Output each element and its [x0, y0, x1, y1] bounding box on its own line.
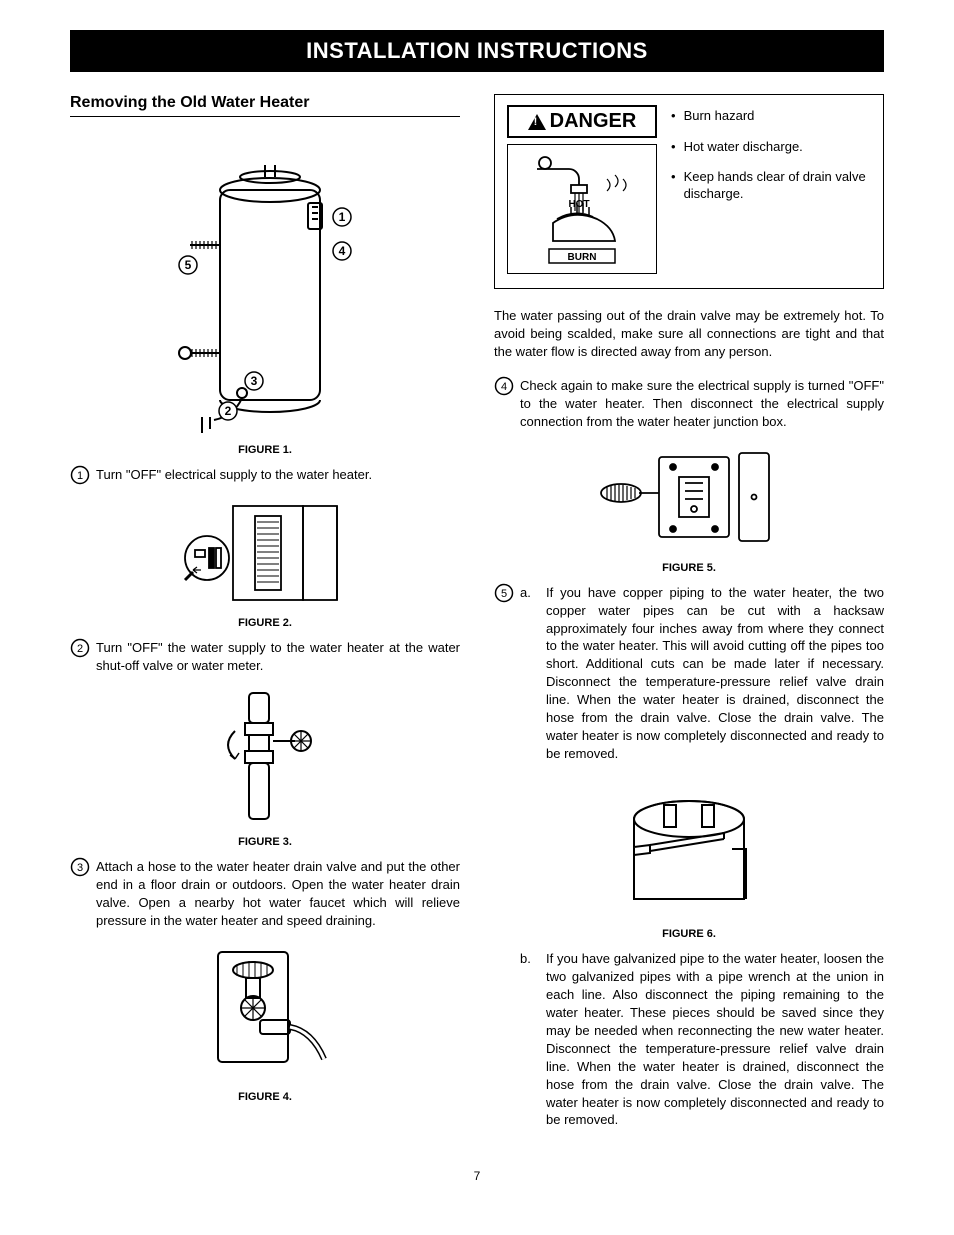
- right-column: DANGER: [494, 94, 884, 1151]
- figure-5: FIGURE 5.: [494, 443, 884, 574]
- step-5b-letter: b.: [520, 950, 536, 968]
- callout-2: 2: [225, 404, 232, 418]
- title-bar: INSTALLATION INSTRUCTIONS: [70, 30, 884, 72]
- figure-1: 1 4 5 3 2 FIGURE 1.: [70, 135, 460, 456]
- step-4: 4 Check again to make sure the electrica…: [494, 377, 884, 431]
- figure-6: FIGURE 6.: [494, 789, 884, 940]
- step-3: 3 Attach a hose to the water heater drai…: [70, 858, 460, 930]
- danger-bullet-1: •Burn hazard: [671, 107, 871, 125]
- step-5a-letter: a.: [520, 584, 536, 602]
- danger-illustration: HOT BURN: [507, 144, 657, 274]
- figure-2-caption: FIGURE 2.: [70, 617, 460, 629]
- danger-label: DANGER: [507, 105, 657, 138]
- danger-label-text: DANGER: [550, 110, 637, 133]
- figure-6-caption: FIGURE 6.: [494, 928, 884, 940]
- figure-3: FIGURE 3.: [70, 687, 460, 848]
- svg-text:BURN: BURN: [568, 252, 597, 263]
- step-3-number-icon: 3: [70, 857, 90, 877]
- step-5-number-icon: 5: [494, 583, 514, 603]
- junction-box-icon: [589, 443, 789, 553]
- step-2-text: Turn "OFF" the water supply to the water…: [96, 639, 460, 675]
- step-2-number-icon: 2: [70, 638, 90, 658]
- step-5b-wrap: b. If you have galvanized pipe to the wa…: [494, 950, 884, 1143]
- svg-text:4: 4: [501, 381, 507, 393]
- step-5a: a. If you have copper piping to the wate…: [520, 584, 884, 763]
- svg-text:HOT: HOT: [568, 199, 589, 210]
- svg-text:3: 3: [77, 862, 83, 874]
- svg-text:5: 5: [501, 588, 507, 600]
- svg-text:2: 2: [77, 643, 83, 655]
- callout-5: 5: [185, 258, 192, 272]
- figure-2: FIGURE 2.: [70, 498, 460, 629]
- figure-1-caption: FIGURE 1.: [70, 444, 460, 456]
- step-2: 2 Turn "OFF" the water supply to the wat…: [70, 639, 460, 675]
- danger-left: DANGER: [507, 105, 657, 274]
- section-heading: Removing the Old Water Heater: [70, 94, 460, 117]
- cut-pipe-icon: [604, 789, 774, 919]
- water-heater-diagram-icon: 1 4 5 3 2: [150, 135, 380, 435]
- step-5b-spacer: [494, 949, 514, 969]
- danger-bullet-3: •Keep hands clear of drain valve dischar…: [671, 168, 871, 203]
- two-column-layout: Removing the Old Water Heater: [70, 94, 884, 1151]
- figure-5-caption: FIGURE 5.: [494, 562, 884, 574]
- callout-4: 4: [339, 244, 346, 258]
- figure-4-caption: FIGURE 4.: [70, 1091, 460, 1103]
- step-5b-text: If you have galvanized pipe to the water…: [546, 950, 884, 1129]
- step-3-text: Attach a hose to the water heater drain …: [96, 858, 460, 930]
- step-1: 1 Turn "OFF" electrical supply to the wa…: [70, 466, 460, 486]
- breaker-panel-icon: [175, 498, 355, 608]
- figure-4: FIGURE 4.: [70, 942, 460, 1103]
- warning-paragraph: The water passing out of the drain valve…: [494, 307, 884, 361]
- danger-bullets: •Burn hazard •Hot water discharge. •Keep…: [671, 105, 871, 274]
- danger-bullet-2: •Hot water discharge.: [671, 139, 871, 154]
- step-5: 5 a. If you have copper piping to the wa…: [494, 584, 884, 777]
- drain-valve-hose-icon: [190, 942, 340, 1082]
- callout-1: 1: [339, 210, 346, 224]
- page-number: 7: [70, 1169, 884, 1183]
- step-1-number-icon: 1: [70, 465, 90, 485]
- step-5a-text: If you have copper piping to the water h…: [546, 584, 884, 763]
- svg-text:1: 1: [77, 470, 83, 482]
- burn-hazard-icon: HOT BURN: [517, 149, 647, 269]
- callout-3: 3: [251, 374, 258, 388]
- step-5b: b. If you have galvanized pipe to the wa…: [520, 950, 884, 1129]
- shutoff-valve-icon: [205, 687, 325, 827]
- warning-triangle-icon: [528, 114, 546, 130]
- step-1-text: Turn "OFF" electrical supply to the wate…: [96, 466, 460, 484]
- figure-3-caption: FIGURE 3.: [70, 836, 460, 848]
- step-4-number-icon: 4: [494, 376, 514, 396]
- danger-box: DANGER: [494, 94, 884, 289]
- step-4-text: Check again to make sure the electrical …: [520, 377, 884, 431]
- left-column: Removing the Old Water Heater: [70, 94, 460, 1151]
